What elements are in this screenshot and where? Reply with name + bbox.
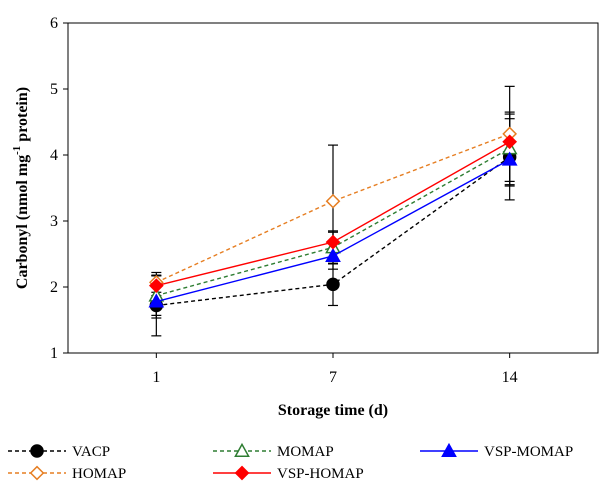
legend-marker	[30, 444, 44, 458]
y-axis-title: Carbonyl (nmol mg-1 protein)	[11, 87, 31, 289]
y-tick-label: 5	[50, 81, 58, 98]
legend-marker	[234, 442, 250, 458]
legend-marker	[441, 442, 457, 458]
x-tick-label: 7	[329, 369, 337, 386]
data-point-vacp	[326, 277, 340, 292]
legend-label: MOMAP	[277, 444, 334, 460]
series-vsp-momap	[148, 151, 518, 308]
y-axis-title-prefix: Carbonyl (nmol mg	[14, 155, 31, 289]
y-tick-label: 1	[50, 345, 58, 362]
y-axis-title-suffix: protein)	[14, 87, 31, 146]
legend-item-vsp-homap: VSP-HOMAP	[213, 465, 364, 482]
legend-item-vsp-momap: VSP-MOMAP	[420, 442, 573, 460]
data-point-vsp-momap	[325, 247, 341, 263]
x-tick-label: 1	[152, 369, 160, 386]
data-point-vsp-homap	[325, 234, 341, 250]
legend-label: VSP-MOMAP	[484, 444, 573, 460]
y-tick-label: 4	[50, 147, 58, 164]
legend-marker	[234, 465, 250, 481]
data-point-vsp-homap	[148, 278, 164, 294]
legend-item-momap: MOMAP	[213, 442, 334, 460]
x-tick-label: 14	[502, 369, 518, 386]
series-layer	[148, 85, 518, 337]
y-tick-label: 2	[50, 279, 58, 296]
y-tick-label: 3	[50, 213, 58, 230]
data-point-vsp-momap	[501, 151, 518, 166]
series-vsp-homap	[148, 134, 518, 294]
series-line-homap	[156, 133, 510, 284]
x-axis-title: Storage time (d)	[278, 402, 388, 419]
legend-label: HOMAP	[72, 466, 126, 482]
legend-label: VSP-HOMAP	[277, 466, 364, 482]
y-tick-label: 6	[50, 15, 58, 32]
legend-item-homap: HOMAP	[8, 465, 126, 482]
x-axis: 1 7 14	[152, 353, 518, 386]
y-axis: 1 2 3 4 5 6	[50, 15, 68, 362]
y-axis-title-superscript: -1	[11, 146, 23, 155]
data-point-vsp-homap	[502, 134, 518, 150]
legend: VACP MOMAP VSP-MOMAP HOMAP VSP-HOMAP	[8, 442, 573, 482]
data-point-homap	[325, 193, 341, 209]
legend-item-vacp: VACP	[8, 444, 110, 460]
data-point-vsp-momap	[148, 293, 165, 308]
legend-label: VACP	[72, 444, 110, 460]
legend-marker	[29, 465, 45, 481]
